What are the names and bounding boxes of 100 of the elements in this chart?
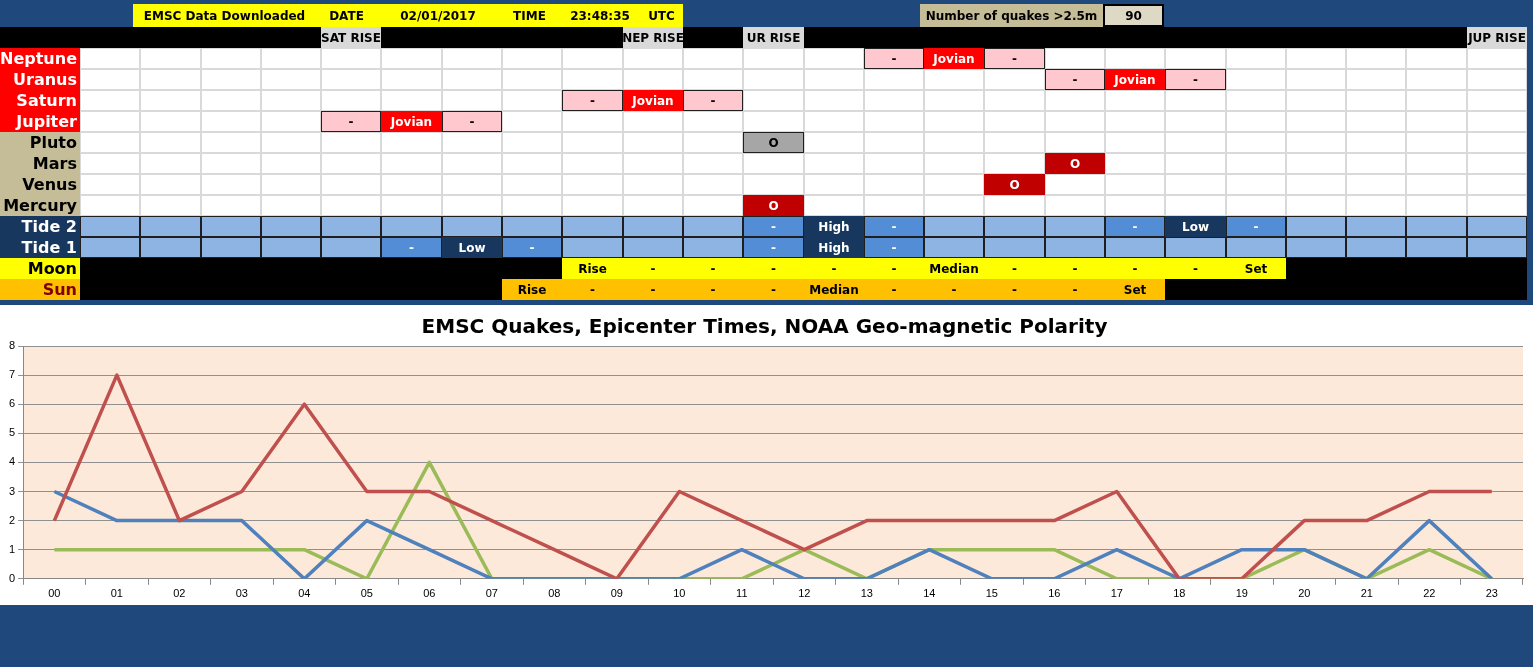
x-tick-label: 12 (798, 587, 811, 600)
category-label: Tide 1 (21, 238, 77, 257)
y-tick-label: 2 (8, 513, 16, 526)
text: - (1072, 261, 1078, 276)
text: NEP RISE (622, 30, 684, 45)
x-tick-label: 04 (298, 587, 311, 600)
text: - (771, 219, 776, 234)
text: 02/01/2017 (377, 4, 499, 27)
text: - (1193, 261, 1198, 276)
text: Median (809, 282, 859, 297)
y-tick-label: 3 (8, 484, 16, 497)
text: - (710, 93, 716, 108)
category-label: Pluto (29, 133, 77, 152)
text: Jovian (1114, 72, 1156, 87)
text: - (1253, 219, 1259, 234)
x-tick-label: 01 (110, 587, 123, 600)
x-tick-label: 09 (610, 587, 623, 600)
y-tick-label: 8 (8, 339, 16, 352)
x-tick-label: 06 (423, 587, 436, 600)
x-tick-label: 19 (1235, 587, 1248, 600)
text: - (891, 282, 897, 297)
text: 90 (1103, 4, 1164, 27)
x-tick-label: 15 (985, 587, 998, 600)
text: Jovian (933, 51, 975, 66)
text: - (590, 282, 595, 297)
text: - (590, 93, 595, 108)
category-label: Moon (27, 259, 77, 278)
x-tick-label: 14 (923, 587, 936, 600)
text: O (768, 135, 779, 150)
x-tick-label: 11 (736, 587, 748, 600)
text: - (529, 240, 535, 255)
text: O (1009, 177, 1020, 192)
x-tick-label: 02 (173, 587, 186, 600)
text: - (831, 261, 837, 276)
y-tick-label: 4 (8, 455, 16, 468)
text: Low (458, 240, 486, 255)
x-tick-label: 13 (860, 587, 873, 600)
x-tick-label: 21 (1360, 587, 1373, 600)
chart-title: EMSC Quakes, Epicenter Times, NOAA Geo-magnetic Polarity (421, 314, 1108, 339)
text: Set (1123, 282, 1147, 297)
text: - (891, 51, 897, 66)
text: UTC (640, 4, 683, 27)
text: EMSC Data Downloaded (133, 4, 316, 27)
category-label: Uranus (13, 70, 77, 89)
text: Number of quakes >2.5m (920, 4, 1103, 27)
x-tick-label: 00 (48, 587, 61, 600)
y-tick-label: 5 (8, 426, 16, 439)
text: - (1072, 282, 1078, 297)
text: Jovian (632, 93, 674, 108)
text: - (771, 261, 776, 276)
category-label: Tide 2 (21, 217, 77, 236)
text: Low (1182, 219, 1209, 234)
category-label: Neptune (0, 49, 77, 68)
text: O (768, 198, 779, 213)
text: DATE (316, 4, 377, 27)
text: High (818, 219, 850, 234)
text: - (951, 282, 957, 297)
y-tick-label: 0 (8, 571, 16, 584)
text: - (469, 114, 475, 129)
text: - (348, 114, 354, 129)
text: - (771, 282, 776, 297)
text: UR RISE (746, 30, 801, 45)
x-tick-label: 08 (548, 587, 561, 600)
text: - (891, 219, 897, 234)
text: O (1069, 156, 1081, 171)
category-label: Mercury (3, 196, 77, 215)
x-tick-label: 07 (485, 587, 498, 600)
category-label: Venus (22, 175, 77, 194)
text: - (771, 240, 776, 255)
y-tick-label: 6 (8, 397, 16, 410)
y-tick-label: 7 (8, 368, 16, 381)
text: Rise (517, 282, 547, 297)
text: 23:48:35 (560, 4, 640, 27)
category-label: Jupiter (16, 112, 77, 131)
category-label: Saturn (16, 91, 77, 110)
x-tick-label: 18 (1173, 587, 1186, 600)
text: - (1193, 72, 1198, 87)
text: - (891, 240, 897, 255)
x-tick-label: 17 (1110, 587, 1123, 600)
x-tick-label: 03 (235, 587, 248, 600)
x-tick-label: 23 (1485, 587, 1498, 600)
text: - (1012, 51, 1017, 66)
category-label: Mars (32, 154, 77, 173)
text: - (710, 261, 716, 276)
text: Median (929, 261, 979, 276)
text: Rise (578, 261, 607, 276)
x-tick-label: 20 (1298, 587, 1311, 600)
text: Set (1244, 261, 1268, 276)
text: - (891, 261, 897, 276)
text: - (650, 282, 656, 297)
x-tick-label: 05 (360, 587, 373, 600)
text: SAT RISE (321, 30, 381, 45)
text: - (409, 240, 414, 255)
text: JUP RISE (1468, 30, 1526, 45)
text: - (1132, 219, 1138, 234)
x-tick-label: 16 (1048, 587, 1061, 600)
y-tick-label: 1 (8, 542, 16, 555)
text: - (1072, 72, 1078, 87)
text: TIME (499, 4, 560, 27)
text: High (818, 240, 850, 255)
